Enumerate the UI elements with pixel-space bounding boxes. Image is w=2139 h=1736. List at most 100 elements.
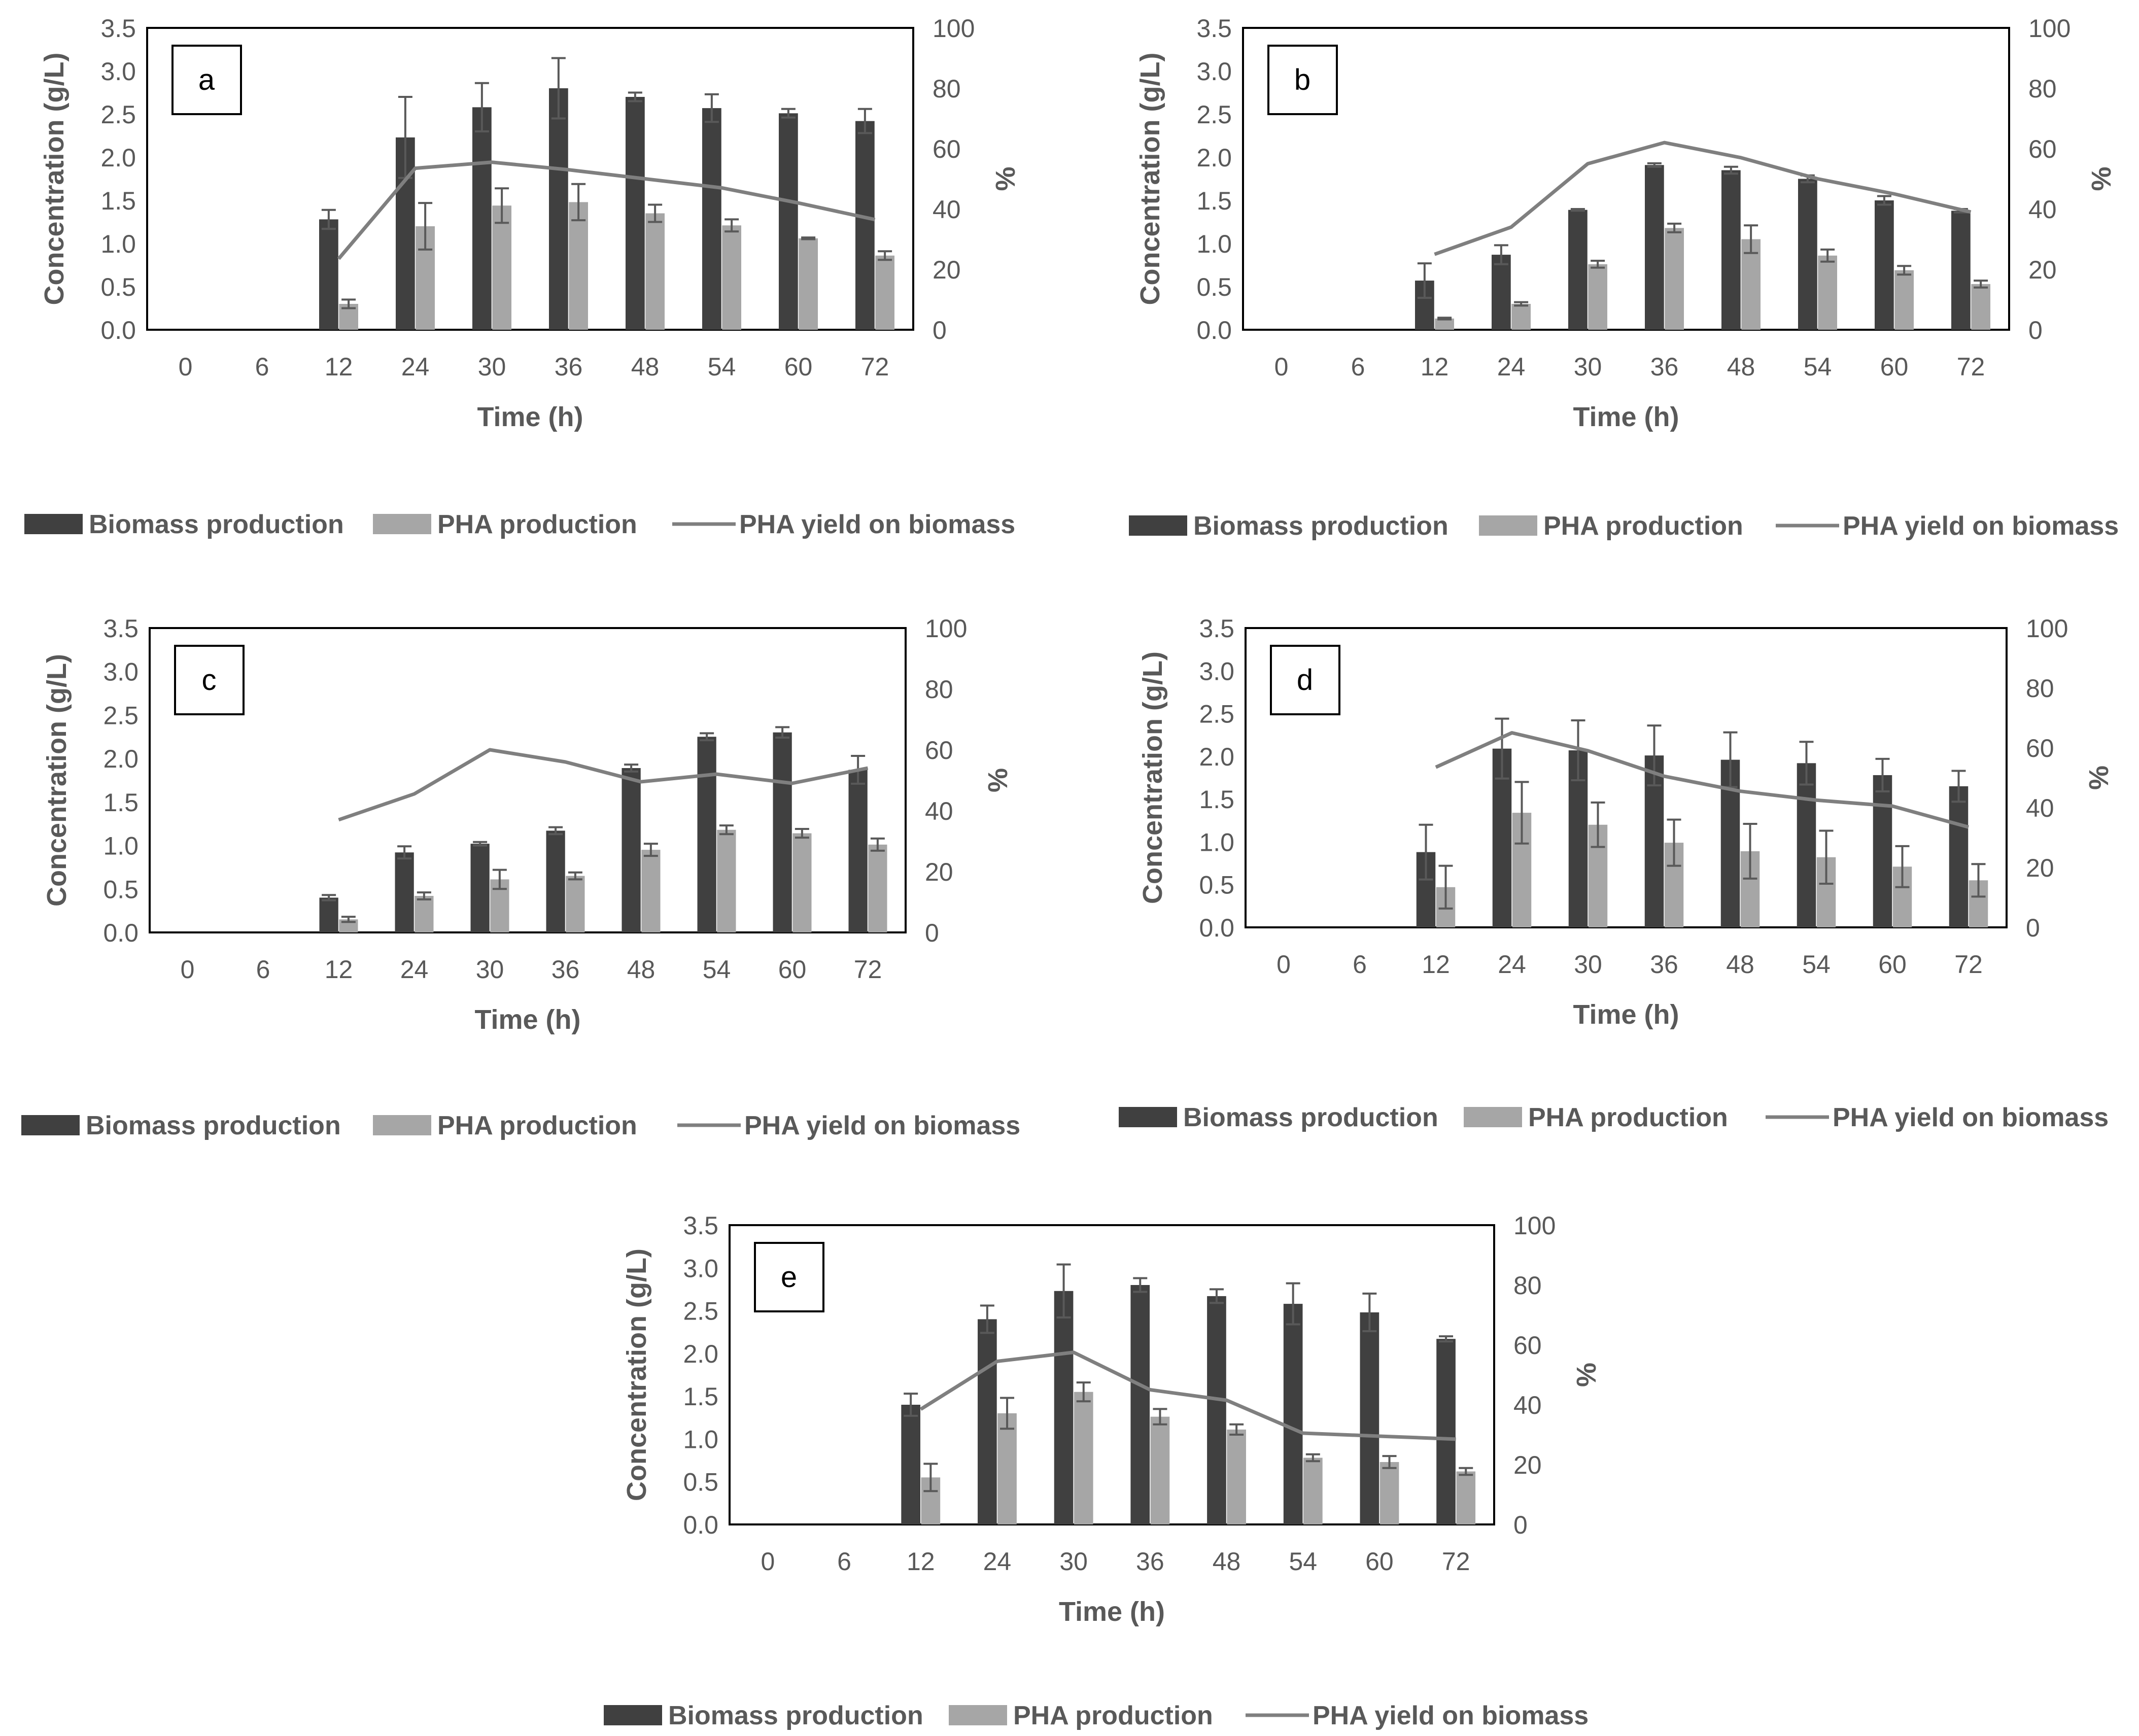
y-tick-label: 3.5	[1199, 614, 1234, 643]
yield-line	[1434, 141, 1972, 256]
pha-bar	[645, 213, 665, 330]
y2-axis-title: %	[983, 768, 1013, 792]
pha-bar	[492, 205, 512, 330]
biomass-bar	[625, 97, 645, 330]
legend-biomass-label: Biomass production	[668, 1701, 923, 1730]
y-tick-label: 2.0	[1196, 144, 1232, 172]
chart-panel-b: 0.0 0.5 1.0 1.5 2.0 2.5 3.0 3.5 0 20 40 60 80 100 0 6 12…	[1129, 14, 2119, 541]
pha-bar	[997, 1413, 1017, 1524]
y2-tick-label: 40	[925, 797, 953, 825]
y-tick-label: 2.5	[683, 1297, 718, 1326]
y2-tick-label: 80	[1513, 1271, 1542, 1300]
y2-tick-label: 20	[1513, 1451, 1542, 1479]
y-tick-label: 2.5	[1196, 100, 1232, 129]
y-tick-label: 0.0	[1196, 316, 1232, 344]
pha-bar	[569, 202, 589, 330]
y-tick-label: 2.5	[100, 100, 136, 129]
x-tick-label: 0	[761, 1547, 775, 1576]
biomass-bar	[546, 830, 565, 932]
panel-letter-box	[1267, 45, 1338, 115]
biomass-bar	[901, 1405, 920, 1524]
y2-tick-label: 60	[1513, 1331, 1542, 1360]
biomass-bar	[1283, 1304, 1303, 1524]
biomass-bar	[319, 897, 338, 932]
x-tick-label: 36	[1650, 950, 1678, 979]
x-tick-label: 30	[1059, 1547, 1088, 1576]
y2-axis-title: %	[2084, 766, 2114, 790]
legend-pha-swatch	[1479, 515, 1537, 536]
y-tick-label: 0.5	[1196, 273, 1232, 301]
legend-biomass-label: Biomass production	[1183, 1103, 1438, 1132]
x-tick-label: 48	[1727, 353, 1755, 381]
y2-tick-label: 0	[2028, 316, 2043, 344]
legend-biomass-swatch	[604, 1705, 662, 1725]
x-tick-label: 60	[1365, 1547, 1394, 1576]
biomass-bar	[548, 88, 568, 330]
legend-biomass-label: Biomass production	[89, 510, 344, 539]
biomass-bar	[1207, 1296, 1226, 1524]
pha-bar	[1971, 284, 1991, 330]
x-tick-label: 12	[1422, 950, 1450, 979]
y-tick-label: 3.5	[683, 1211, 718, 1240]
panel-letter-box	[171, 45, 242, 115]
biomass-bar	[778, 113, 798, 330]
y2-axis-title: %	[990, 166, 1021, 191]
panel-letter: c	[202, 664, 217, 697]
legend-yield-label: PHA yield on biomass	[744, 1111, 1020, 1140]
y-tick-label: 2.0	[103, 745, 139, 773]
pha-bar	[415, 896, 434, 932]
legend-biomass-swatch	[21, 1115, 80, 1135]
y2-tick-label: 100	[933, 14, 975, 43]
y-tick-label: 1.5	[100, 187, 136, 215]
y-tick-label: 0.5	[1199, 871, 1234, 899]
y-axis-title: Concentration (g/L)	[1137, 651, 1168, 904]
y2-tick-label: 100	[925, 614, 967, 643]
x-tick-label: 30	[478, 353, 506, 381]
biomass-bar	[1568, 210, 1588, 330]
y2-tick-label: 100	[2026, 614, 2068, 643]
biomass-bar	[1054, 1291, 1074, 1524]
x-tick-label: 30	[1574, 950, 1602, 979]
legend-yield-label: PHA yield on biomass	[1843, 511, 2119, 541]
biomass-bar	[1951, 211, 1971, 330]
biomass-bar	[1874, 200, 1894, 330]
legend-pha-swatch	[1464, 1107, 1522, 1127]
x-axis-title: Time (h)	[1059, 1596, 1165, 1627]
y-tick-label: 1.0	[103, 832, 139, 860]
x-tick-label: 72	[1957, 353, 1985, 381]
x-axis-title: Time (h)	[474, 1004, 580, 1035]
x-tick-label: 48	[631, 353, 660, 381]
pha-bar	[717, 829, 736, 932]
plot-frame	[149, 627, 907, 933]
x-tick-label: 6	[1351, 353, 1365, 381]
plot-frame	[1242, 27, 2010, 331]
y-tick-label: 3.0	[683, 1254, 718, 1282]
biomass-bar	[1491, 255, 1511, 330]
biomass-bar	[1644, 165, 1664, 330]
x-tick-label: 54	[1802, 950, 1831, 979]
pha-bar	[1894, 270, 1914, 330]
y-tick-label: 3.0	[1196, 57, 1232, 86]
legend-yield-label: PHA yield on biomass	[1313, 1701, 1589, 1730]
y2-tick-label: 60	[933, 135, 961, 163]
yield-line	[919, 1350, 1456, 1441]
x-tick-label: 6	[837, 1547, 851, 1576]
legend-yield-label: PHA yield on biomass	[1833, 1103, 2109, 1132]
pha-bar	[641, 850, 661, 932]
y2-axis-title: %	[2086, 166, 2117, 191]
x-tick-label: 60	[1878, 950, 1907, 979]
chart-panel-a: 0.0 0.5 1.0 1.5 2.0 2.5 3.0 3.5 0 20 40 60 80 100 0 6 12…	[24, 14, 1021, 539]
y-tick-label: 0.0	[1199, 914, 1234, 942]
y-axis-title: Concentration (g/L)	[1135, 53, 1165, 305]
x-tick-label: 72	[854, 955, 882, 984]
yield-line	[1435, 731, 1969, 829]
y2-tick-label: 40	[1513, 1391, 1542, 1419]
y2-tick-label: 0	[933, 316, 947, 344]
y2-tick-label: 0	[1513, 1511, 1528, 1539]
pha-bar	[1456, 1471, 1476, 1524]
legend-pha-label: PHA production	[1528, 1103, 1728, 1132]
pha-bar	[722, 225, 742, 330]
y-tick-label: 2.0	[683, 1340, 718, 1368]
y-tick-label: 0.0	[683, 1511, 718, 1539]
biomass-bar	[1798, 179, 1817, 330]
